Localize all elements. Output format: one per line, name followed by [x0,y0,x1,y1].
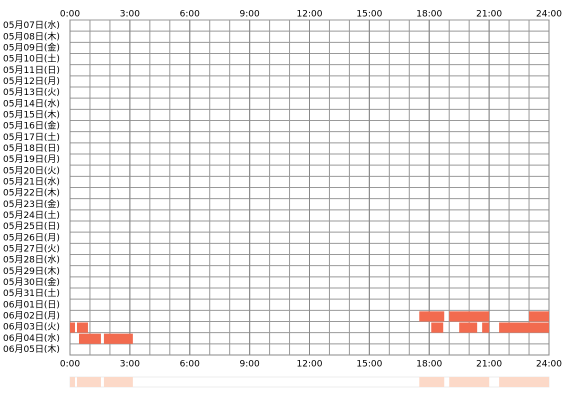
row-label: 05月27日(火) [3,243,60,254]
row-label: 05月11日(日) [3,65,60,76]
activity-bar [431,322,444,333]
row-label: 05月24日(土) [3,209,60,221]
activity-bar [459,322,478,333]
row-label: 06月01日(日) [3,299,60,310]
row-label: 05月29日(木) [3,265,60,277]
row-label: 05月30日(金) [3,276,60,288]
row-label: 05月26日(月) [3,232,60,243]
activity-bar [482,322,490,333]
x-tick-label-bottom: 15:00 [356,360,382,370]
x-tick-label-bottom: 0:00 [60,360,80,370]
x-tick-label-top: 21:00 [476,10,502,20]
row-label: 05月08日(木) [3,30,60,42]
x-tick-label-top: 3:00 [120,10,140,20]
row-label: 05月09日(金) [3,41,60,53]
x-tick-label-bottom: 12:00 [297,360,323,370]
x-tick-label-bottom: 9:00 [240,360,260,370]
x-tick-label-top: 9:00 [240,10,260,20]
summary-bar [459,377,478,387]
x-tick-label-bottom: 24:00 [536,360,562,370]
x-tick-label-top: 18:00 [416,10,442,20]
activity-bar [78,333,101,344]
activity-bar [76,322,88,333]
x-tick-label-bottom: 6:00 [180,360,200,370]
summary-bar [70,377,75,387]
activity-bar [529,311,549,322]
summary-bar [103,377,133,387]
activity-bar [499,322,549,333]
summary-bar [499,377,549,387]
row-label: 05月12日(月) [3,76,60,87]
summary-bar [431,377,444,387]
x-tick-label-bottom: 3:00 [120,360,140,370]
activity-bar [449,311,490,322]
row-label: 06月04日(水) [3,332,60,344]
row-label: 06月05日(木) [3,343,60,355]
row-label: 05月25日(日) [3,221,60,232]
summary-bar [78,377,101,387]
row-label: 05月10日(土) [3,53,60,65]
row-label: 05月13日(火) [3,87,60,98]
x-tick-label-top: 6:00 [180,10,200,20]
row-label: 05月23日(金) [3,198,60,210]
row-label: 05月22日(木) [3,187,60,199]
summary-bar [482,377,490,387]
x-tick-label-bottom: 18:00 [416,360,442,370]
row-label: 05月20日(火) [3,165,60,176]
row-label: 06月02日(月) [3,310,60,321]
activity-bar [419,311,445,322]
row-label: 05月31日(土) [3,287,60,299]
activity-bar [70,322,75,333]
row-label: 05月19日(月) [3,154,60,165]
x-tick-label-top: 0:00 [60,10,80,20]
row-label: 05月16日(金) [3,120,60,132]
row-label: 05月21日(水) [3,175,60,187]
x-tick-label-top: 24:00 [536,10,562,20]
row-label: 05月28日(水) [3,254,60,266]
activity-bar [103,333,133,344]
row-label: 05月18日(日) [3,143,60,154]
x-tick-label-top: 12:00 [297,10,323,20]
row-label: 05月17日(土) [3,131,60,143]
row-label: 05月15日(木) [3,108,60,120]
x-tick-label-bottom: 21:00 [476,360,502,370]
row-label: 05月14日(水) [3,97,60,109]
x-tick-label-top: 15:00 [356,10,382,20]
row-label: 06月03日(火) [3,322,60,333]
row-label: 05月07日(水) [3,19,60,31]
